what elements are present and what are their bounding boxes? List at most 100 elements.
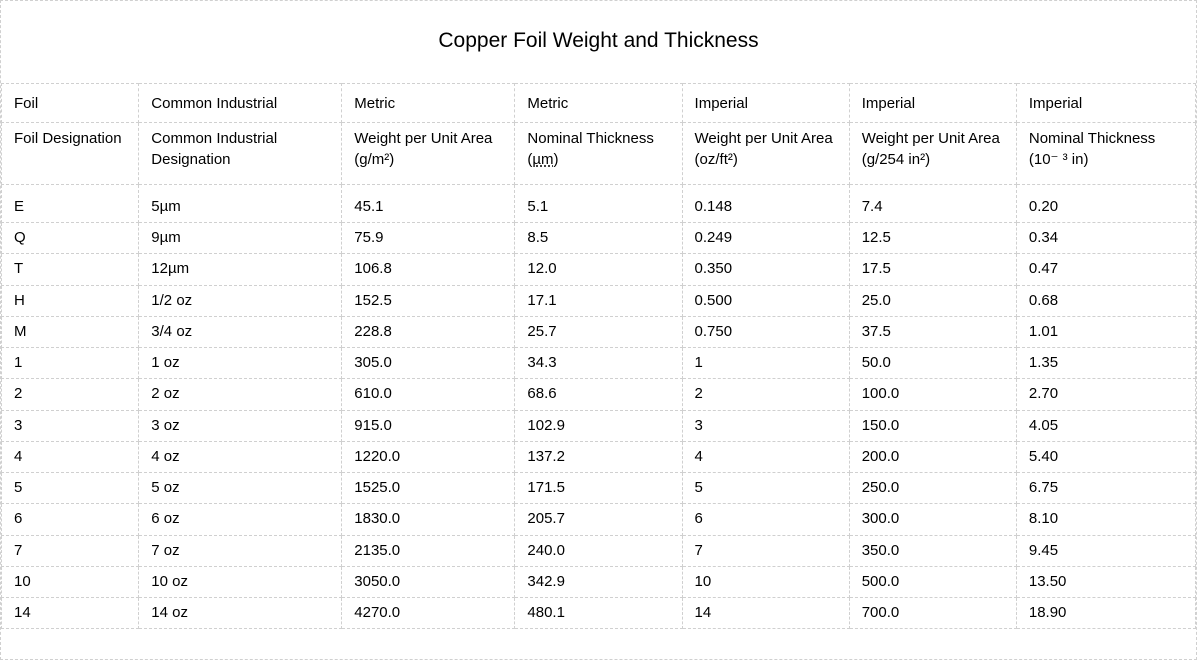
table-cell: 9.45 (1016, 535, 1195, 566)
table-cell: 915.0 (342, 410, 515, 441)
table-cell: 9µm (139, 223, 342, 254)
header-cell: Weight per Unit Area (oz/ft²) (682, 123, 849, 185)
table-cell: 3 (682, 410, 849, 441)
table-cell: 2.70 (1016, 379, 1195, 410)
table-cell: 500.0 (849, 566, 1016, 597)
table-cell: H (2, 285, 139, 316)
table-cell: 1 (682, 348, 849, 379)
table-cell: 12.5 (849, 223, 1016, 254)
table-cell: 342.9 (515, 566, 682, 597)
table-cell: T (2, 254, 139, 285)
table-cell: 0.750 (682, 316, 849, 347)
table-cell: 17.1 (515, 285, 682, 316)
table-cell: 14 (2, 598, 139, 629)
table-cell: 75.9 (342, 223, 515, 254)
table-cell: 5.1 (515, 184, 682, 222)
table-cell: 350.0 (849, 535, 1016, 566)
table-cell: 3 (2, 410, 139, 441)
table-cell: 25.7 (515, 316, 682, 347)
table-cell: 25.0 (849, 285, 1016, 316)
table-row: M3/4 oz228.825.70.75037.51.01 (2, 316, 1196, 347)
table-cell: 250.0 (849, 473, 1016, 504)
table-cell: 13.50 (1016, 566, 1195, 597)
header-cell: Imperial (849, 84, 1016, 123)
header-cell: Foil (2, 84, 139, 123)
table-cell: 5µm (139, 184, 342, 222)
table-cell: 3050.0 (342, 566, 515, 597)
copper-foil-table: Foil Common Industrial Metric Metric Imp… (1, 83, 1196, 629)
table-cell: 4270.0 (342, 598, 515, 629)
table-cell: 4 oz (139, 441, 342, 472)
underline-um: µm (532, 151, 553, 168)
table-cell: 0.500 (682, 285, 849, 316)
table-cell: 305.0 (342, 348, 515, 379)
table-cell: 18.90 (1016, 598, 1195, 629)
table-cell: 4 (2, 441, 139, 472)
table-cell: 152.5 (342, 285, 515, 316)
table-cell: Q (2, 223, 139, 254)
table-cell: 5 oz (139, 473, 342, 504)
table-cell: 1 oz (139, 348, 342, 379)
table-cell: 68.6 (515, 379, 682, 410)
header-row-2: Foil Designation Common Industrial Desig… (2, 123, 1196, 185)
table-cell: 1/2 oz (139, 285, 342, 316)
table-cell: 12.0 (515, 254, 682, 285)
table-head: Foil Common Industrial Metric Metric Imp… (2, 84, 1196, 185)
table-row: 22 oz610.068.62100.02.70 (2, 379, 1196, 410)
table-cell: 3/4 oz (139, 316, 342, 347)
table-cell: 5 (682, 473, 849, 504)
table-cell: 45.1 (342, 184, 515, 222)
table-cell: 14 oz (139, 598, 342, 629)
table-cell: 480.1 (515, 598, 682, 629)
table-cell: 34.3 (515, 348, 682, 379)
table-cell: 1 (2, 348, 139, 379)
header-cell: Imperial (1016, 84, 1195, 123)
table-cell: 6 (2, 504, 139, 535)
header-cell: Foil Designation (2, 123, 139, 185)
table-cell: 7.4 (849, 184, 1016, 222)
table-cell: 150.0 (849, 410, 1016, 441)
page-title: Copper Foil Weight and Thickness (438, 29, 758, 52)
table-row: E5µm45.15.10.1487.40.20 (2, 184, 1196, 222)
header-cell: Metric (342, 84, 515, 123)
table-row: 77 oz2135.0240.07350.09.45 (2, 535, 1196, 566)
table-cell: M (2, 316, 139, 347)
table-cell: 106.8 (342, 254, 515, 285)
table-body: E5µm45.15.10.1487.40.20Q9µm75.98.50.2491… (2, 184, 1196, 629)
table-cell: 102.9 (515, 410, 682, 441)
header-cell: Common Industrial (139, 84, 342, 123)
header-cell: Weight per Unit Area (g/m²) (342, 123, 515, 185)
header-cell: Weight per Unit Area (g/254 in²) (849, 123, 1016, 185)
table-row: Q9µm75.98.50.24912.50.34 (2, 223, 1196, 254)
header-cell: Metric (515, 84, 682, 123)
page: Copper Foil Weight and Thickness Foil Co… (0, 0, 1197, 660)
table-cell: 3 oz (139, 410, 342, 441)
table-cell: 0.20 (1016, 184, 1195, 222)
table-row: 44 oz1220.0137.24200.05.40 (2, 441, 1196, 472)
table-row: 66 oz1830.0205.76300.08.10 (2, 504, 1196, 535)
table-cell: 2 oz (139, 379, 342, 410)
table-cell: 4.05 (1016, 410, 1195, 441)
table-cell: 10 (682, 566, 849, 597)
table-cell: 205.7 (515, 504, 682, 535)
table-cell: 700.0 (849, 598, 1016, 629)
title-container: Copper Foil Weight and Thickness (1, 1, 1196, 83)
table-cell: 171.5 (515, 473, 682, 504)
table-cell: 10 oz (139, 566, 342, 597)
table-row: 11 oz305.034.3150.01.35 (2, 348, 1196, 379)
table-cell: 50.0 (849, 348, 1016, 379)
table-cell: 0.350 (682, 254, 849, 285)
table-cell: 8.5 (515, 223, 682, 254)
table-cell: 6.75 (1016, 473, 1195, 504)
header-cell: Common Industrial Designation (139, 123, 342, 185)
table-row: T12µm106.812.00.35017.50.47 (2, 254, 1196, 285)
table-cell: 7 (2, 535, 139, 566)
table-cell: 1.35 (1016, 348, 1195, 379)
table-cell: 0.249 (682, 223, 849, 254)
table-cell: 37.5 (849, 316, 1016, 347)
header-row-1: Foil Common Industrial Metric Metric Imp… (2, 84, 1196, 123)
table-cell: E (2, 184, 139, 222)
table-cell: 17.5 (849, 254, 1016, 285)
table-cell: 240.0 (515, 535, 682, 566)
header-cell: Nominal Thickness (10⁻ ³ in) (1016, 123, 1195, 185)
